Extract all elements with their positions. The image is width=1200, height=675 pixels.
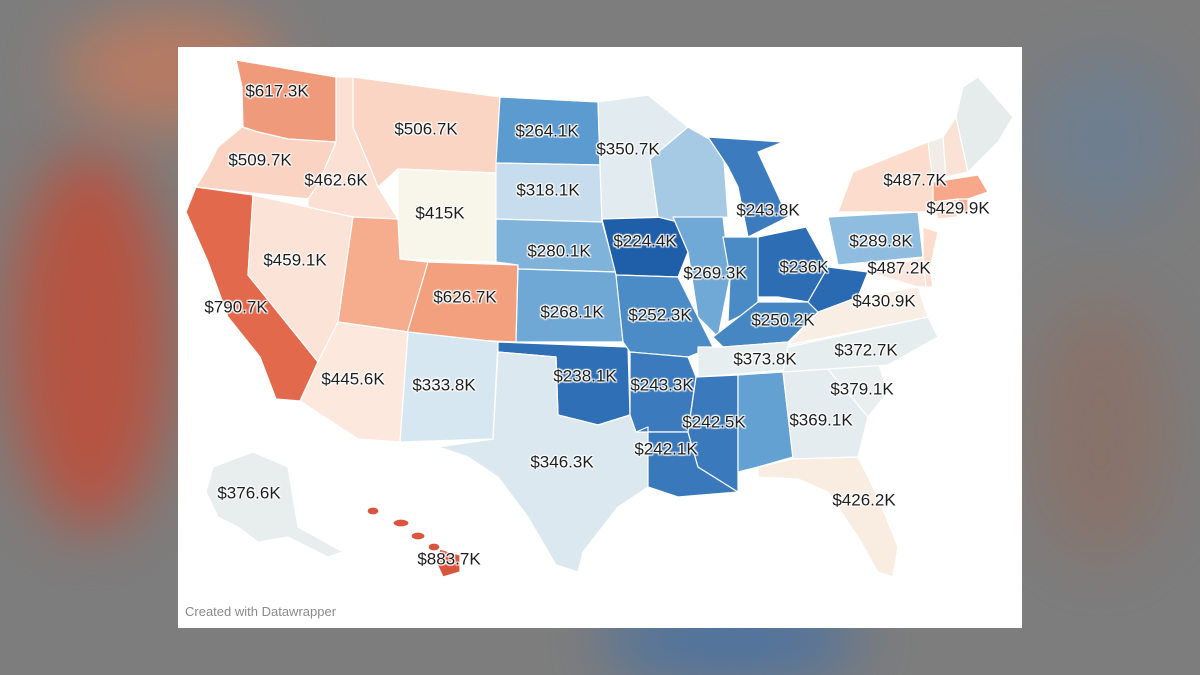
label-wyoming: $415K bbox=[415, 203, 465, 223]
label-new-york: $487.7K bbox=[883, 170, 947, 190]
label-arkansas: $243.3K bbox=[630, 375, 694, 395]
backdrop-blob bbox=[1030, 60, 1180, 220]
backdrop-blob bbox=[1030, 300, 1170, 560]
label-georgia: $369.1K bbox=[789, 410, 853, 430]
label-montana: $506.7K bbox=[394, 119, 458, 139]
label-nevada: $459.1K bbox=[263, 250, 327, 270]
backdrop-blob bbox=[10, 150, 170, 530]
label-kentucky: $250.2K bbox=[751, 310, 815, 330]
map-card: $617.3K $509.7K $790.7K $462.6K $459.1K $506.… bbox=[178, 47, 1022, 628]
label-oregon: $509.7K bbox=[228, 150, 292, 170]
state-connecticut[interactable] bbox=[932, 198, 959, 220]
label-texas: $346.3K bbox=[530, 452, 594, 472]
label-minnesota: $350.7K bbox=[596, 139, 660, 159]
label-ohio: $236K bbox=[779, 257, 829, 277]
state-wisconsin[interactable] bbox=[649, 126, 729, 223]
state-alabama[interactable] bbox=[737, 371, 794, 473]
state-delaware[interactable] bbox=[922, 258, 934, 288]
state-hawaii[interactable] bbox=[427, 542, 441, 552]
label-colorado: $626.7K bbox=[433, 287, 497, 307]
label-south-carolina: $379.1K bbox=[830, 379, 894, 399]
label-pennsylvania: $289.8K bbox=[849, 231, 913, 251]
label-michigan: $243.8K bbox=[736, 200, 800, 220]
label-arizona: $445.6K bbox=[321, 369, 385, 389]
state-hawaii[interactable] bbox=[410, 531, 426, 541]
label-maryland: $430.9K bbox=[852, 291, 916, 311]
label-mississippi: $242.5K bbox=[682, 412, 746, 432]
label-north-carolina: $372.7K bbox=[834, 340, 898, 360]
label-massachusetts: $429.9K bbox=[926, 198, 990, 218]
label-missouri: $252.3K bbox=[628, 305, 692, 325]
state-michigan[interactable] bbox=[707, 136, 789, 238]
state-massachusetts[interactable] bbox=[932, 174, 989, 203]
label-tennessee: $373.8K bbox=[733, 349, 797, 369]
label-oklahoma: $238.1K bbox=[553, 366, 617, 386]
label-north-dakota: $264.1K bbox=[515, 121, 579, 141]
label-washington: $617.3K bbox=[245, 81, 309, 101]
label-kansas: $268.1K bbox=[540, 302, 604, 322]
label-florida: $426.2K bbox=[832, 490, 896, 510]
label-hawaii: $883.7K bbox=[417, 549, 481, 569]
label-south-dakota: $318.1K bbox=[516, 180, 580, 200]
label-iowa: $224.4K bbox=[613, 231, 677, 251]
label-new-mexico: $333.8K bbox=[412, 375, 476, 395]
state-maine[interactable] bbox=[955, 76, 1014, 173]
label-louisiana: $242.1K bbox=[634, 439, 698, 459]
us-choropleth-map bbox=[185, 59, 1014, 578]
label-nebraska: $280.1K bbox=[527, 241, 591, 261]
state-mississippi[interactable] bbox=[687, 374, 739, 493]
datawrapper-credit: Created with Datawrapper bbox=[185, 604, 337, 619]
state-west-virginia[interactable] bbox=[807, 266, 869, 313]
state-rhode-island[interactable] bbox=[957, 198, 969, 216]
state-hawaii[interactable] bbox=[366, 506, 380, 516]
state-alaska[interactable] bbox=[205, 451, 344, 558]
label-california: $790.7K bbox=[204, 297, 268, 317]
state-texas[interactable] bbox=[437, 351, 649, 573]
label-alaska: $376.6K bbox=[217, 483, 281, 503]
state-florida[interactable] bbox=[757, 456, 899, 578]
state-hawaii[interactable] bbox=[435, 548, 461, 578]
label-illinois: $269.3K bbox=[683, 263, 747, 283]
state-hawaii[interactable] bbox=[392, 518, 410, 528]
label-new-jersey: $487.2K bbox=[867, 258, 931, 278]
label-idaho: $462.6K bbox=[304, 170, 368, 190]
